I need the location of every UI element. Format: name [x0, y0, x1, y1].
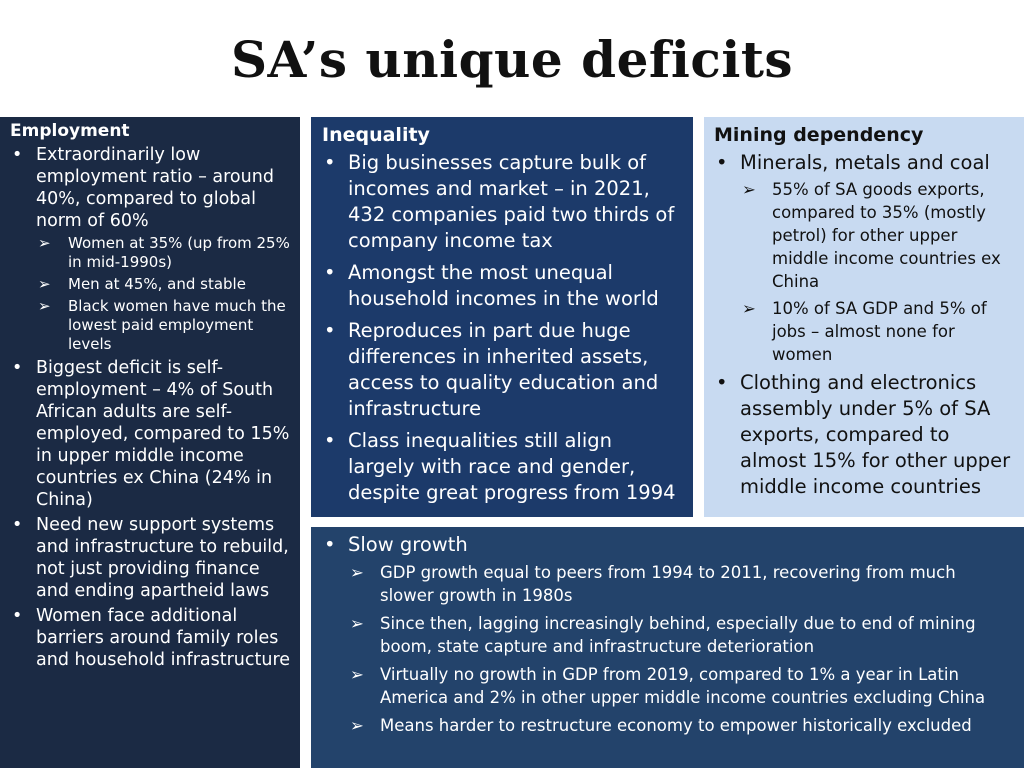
inequality-bullet: Class inequalities still align largely w… [322, 428, 683, 506]
slow-growth-subbullet: Virtually no growth in GDP from 2019, co… [348, 663, 1014, 709]
mining-bullet-text: Minerals, metals and coal [740, 151, 990, 174]
employment-bullet: Need new support systems and infrastruct… [10, 514, 292, 602]
slow-growth-subbullet: GDP growth equal to peers from 1994 to 2… [348, 561, 1014, 607]
inequality-bullet: Reproduces in part due huge differences … [322, 318, 683, 422]
slow-growth-subbullets: GDP growth equal to peers from 1994 to 2… [348, 561, 1014, 737]
slow-growth-bullets: Slow growth GDP growth equal to peers fr… [322, 531, 1014, 737]
inequality-bullet: Big businesses capture bulk of incomes a… [322, 150, 683, 254]
employment-bullet: Women face additional barriers around fa… [10, 605, 292, 671]
mining-bullet: Minerals, metals and coal 55% of SA good… [714, 150, 1018, 366]
slow-growth-subbullet: Means harder to restructure economy to e… [348, 714, 1014, 737]
employment-bullets: Extraordinarily low employment ratio – a… [10, 144, 292, 671]
mining-subbullets: 55% of SA goods exports, compared to 35%… [740, 178, 1018, 366]
employment-subbullets: Women at 35% (up from 25% in mid-1990s) … [36, 234, 292, 354]
employment-panel: Employment Extraordinarily low employmen… [0, 117, 300, 768]
inequality-heading: Inequality [322, 124, 430, 146]
employment-bullet: Extraordinarily low employment ratio – a… [10, 144, 292, 354]
mining-bullet: Clothing and electronics assembly under … [714, 370, 1018, 500]
mining-heading: Mining dependency [714, 124, 924, 146]
mining-bullets: Minerals, metals and coal 55% of SA good… [714, 150, 1018, 500]
slow-growth-subbullet: Since then, lagging increasingly behind,… [348, 612, 1014, 658]
inequality-bullet: Amongst the most unequal household incom… [322, 260, 683, 312]
page-title: SA’s unique deficits [230, 30, 794, 89]
employment-bullet: Biggest deficit is self-employment – 4% … [10, 357, 292, 511]
inequality-panel: Inequality Big businesses capture bulk o… [311, 117, 693, 517]
slow-growth-bullet: Slow growth GDP growth equal to peers fr… [322, 531, 1014, 737]
employment-heading: Employment [10, 121, 130, 141]
employment-subbullet: Black women have much the lowest paid em… [36, 297, 292, 354]
employment-bullet-text: Extraordinarily low employment ratio – a… [36, 145, 274, 231]
slow-growth-bullet-text: Slow growth [348, 533, 468, 556]
slow-growth-panel: Slow growth GDP growth equal to peers fr… [311, 527, 1024, 768]
employment-subbullet: Men at 45%, and stable [36, 275, 292, 294]
employment-subbullet: Women at 35% (up from 25% in mid-1990s) [36, 234, 292, 272]
mining-subbullet: 10% of SA GDP and 5% of jobs – almost no… [740, 297, 1018, 366]
mining-panel: Mining dependency Minerals, metals and c… [704, 117, 1024, 517]
mining-subbullet: 55% of SA goods exports, compared to 35%… [740, 178, 1018, 293]
inequality-bullets: Big businesses capture bulk of incomes a… [322, 150, 683, 506]
